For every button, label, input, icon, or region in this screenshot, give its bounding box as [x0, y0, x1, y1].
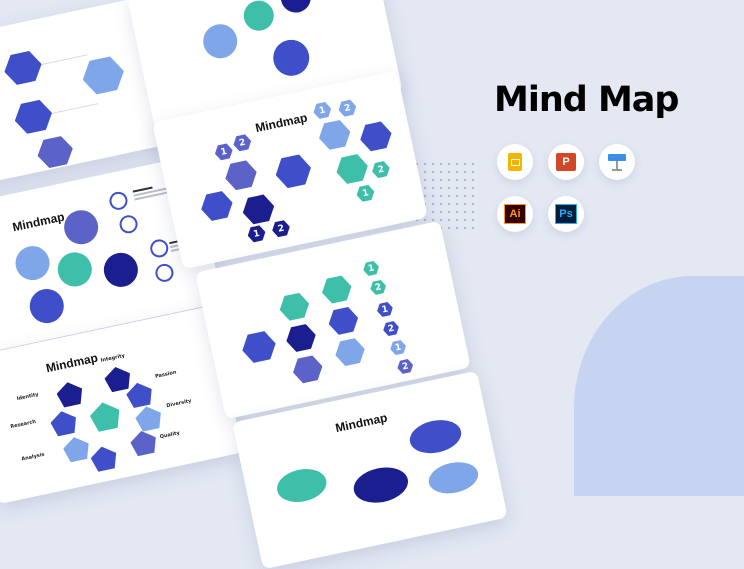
slide-title: Mindmap [11, 209, 66, 235]
number-badge: 1 [213, 142, 234, 162]
hexagon-node [79, 52, 128, 98]
powerpoint-icon: P [556, 153, 576, 171]
circle-node [26, 285, 67, 327]
google-slides-icon [508, 153, 522, 171]
app-illustrator: Ai [497, 196, 533, 232]
label-identity: Identity [16, 391, 40, 403]
number-badge: 2 [232, 133, 253, 153]
pentagon-node [55, 380, 85, 409]
label-diversity: Diversity [165, 398, 192, 410]
pentagon-node [61, 434, 91, 463]
app-google-slides [497, 144, 533, 180]
label-analysis: Analysis [20, 451, 46, 463]
pentagon-node [133, 404, 163, 433]
background-blob [574, 276, 744, 496]
oval-node [425, 457, 482, 498]
number-badge: 1 [389, 339, 408, 357]
hexagon-node [277, 290, 312, 324]
oval-node [406, 415, 465, 458]
ring-node [117, 213, 140, 235]
app-powerpoint: P [548, 144, 584, 180]
number-badge: 1 [246, 224, 267, 244]
label-research: Research [9, 418, 37, 431]
keynote-icon [608, 153, 626, 171]
pentagon-center-node [88, 399, 123, 433]
label-quality: Quality [159, 430, 181, 441]
app-photoshop: Ps [548, 196, 584, 232]
hexagon-node [290, 353, 325, 387]
hexagon-node [283, 321, 318, 355]
hexagon-node [333, 151, 371, 187]
circle-node [12, 242, 53, 284]
circle-node [100, 249, 142, 291]
hexagon-node [34, 133, 76, 172]
pentagon-node [49, 409, 79, 438]
hexagon-node [316, 117, 354, 153]
hexagon-node [326, 304, 361, 338]
number-badge: 2 [369, 278, 388, 296]
photoshop-icon: Ps [555, 204, 577, 224]
number-badge: 2 [337, 98, 358, 118]
oval-node [273, 464, 330, 507]
page-title: Mind Map [494, 80, 679, 120]
pentagon-node [89, 444, 119, 473]
circle-node [54, 249, 95, 290]
ring-node [148, 237, 170, 260]
hexagon-node [332, 335, 367, 369]
slide-title: Mindmap [254, 110, 309, 136]
hexagon-node [240, 191, 278, 227]
hexagon-node [239, 328, 279, 366]
label-passion: Passion [154, 369, 177, 380]
ring-node [107, 190, 130, 212]
number-badge: 1 [376, 300, 395, 318]
number-badge: 1 [312, 100, 333, 120]
hexagon-node [198, 188, 236, 224]
oval-center-node [350, 462, 412, 508]
number-badge: 2 [382, 320, 401, 338]
pentagon-node [124, 380, 154, 409]
hexagon-node [357, 118, 395, 154]
number-badge: 2 [370, 159, 391, 179]
hexagon-center-node [272, 151, 314, 192]
pentagon-node [128, 428, 158, 457]
slide-title: Mindmap [334, 410, 389, 436]
number-badge: 2 [270, 218, 291, 238]
number-badge: 1 [355, 183, 376, 203]
label-integrity: Integrity [100, 352, 126, 364]
hexagon-node [319, 273, 354, 307]
illustrator-icon: Ai [504, 204, 526, 224]
number-badge: 2 [396, 357, 415, 375]
ring-node [153, 262, 176, 284]
circle-node [60, 207, 102, 248]
pentagon-node [103, 364, 133, 393]
circle-node [278, 0, 314, 16]
hexagon-node [11, 96, 55, 137]
hexagon-node [1, 47, 45, 88]
app-keynote [599, 144, 635, 180]
circle-node [269, 36, 313, 80]
number-badge: 1 [362, 259, 381, 277]
slide-title: Mindmap [44, 350, 100, 376]
circle-node [200, 21, 241, 62]
circle-node [240, 0, 277, 34]
hexagon-node [222, 157, 260, 193]
